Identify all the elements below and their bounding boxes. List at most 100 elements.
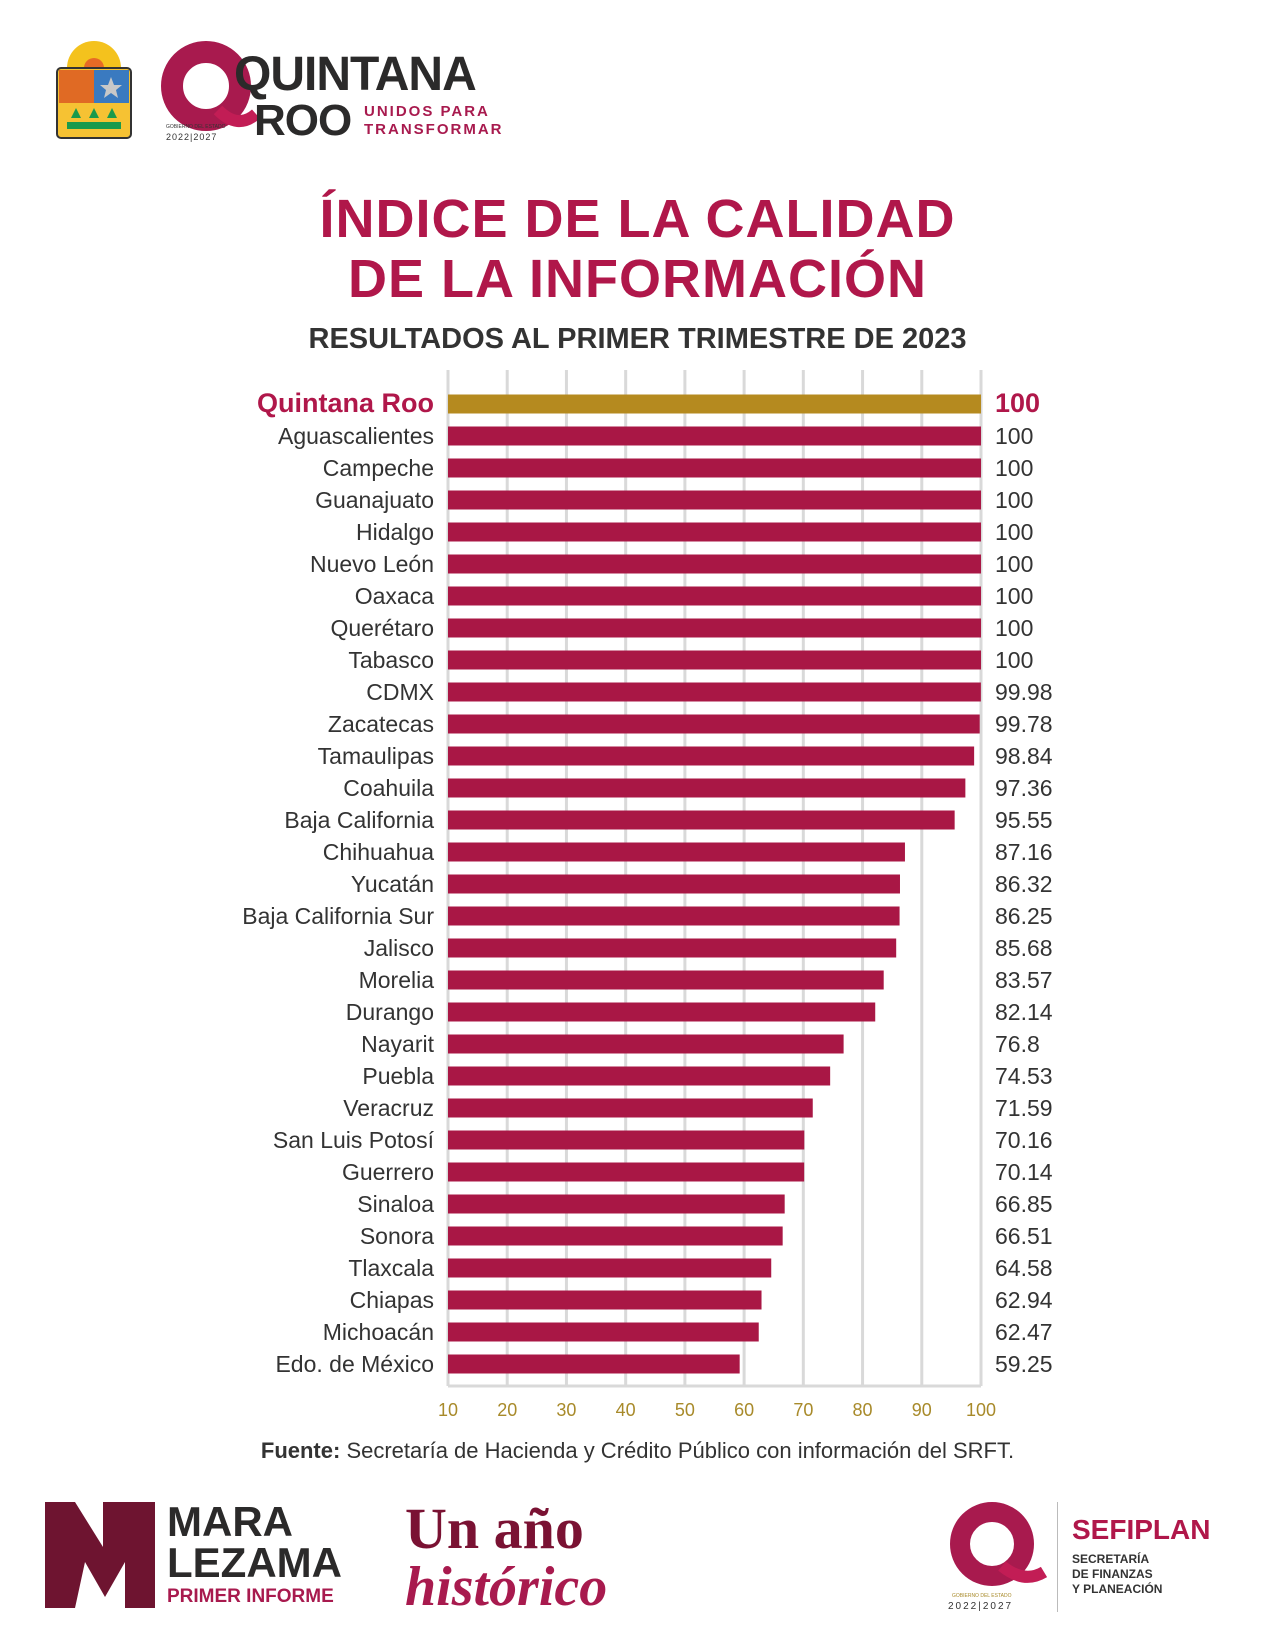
category-label: Guerrero — [342, 1159, 434, 1185]
data-label: 97.36 — [995, 775, 1053, 801]
sefiplan-line2: DE FINANZAS — [1072, 1567, 1153, 1581]
bar — [448, 1098, 813, 1118]
state-crest-logo — [56, 41, 132, 139]
data-label: 62.47 — [995, 1319, 1053, 1345]
category-label: Veracruz — [343, 1095, 434, 1121]
category-label: Sinaloa — [357, 1191, 434, 1217]
data-label: 99.98 — [995, 679, 1053, 705]
category-label: Coahuila — [343, 775, 434, 801]
x-tick-label: 20 — [497, 1400, 517, 1420]
category-label: Tabasco — [348, 647, 434, 673]
bar — [448, 746, 975, 766]
bar — [448, 1034, 844, 1054]
data-label: 100 — [995, 388, 1040, 418]
data-label: 100 — [995, 519, 1033, 545]
x-tick-label: 80 — [853, 1400, 873, 1420]
data-label: 95.55 — [995, 807, 1053, 833]
category-label: Hidalgo — [356, 519, 434, 545]
category-label: Edo. de México — [275, 1351, 434, 1377]
bar — [448, 874, 900, 894]
m1-logo-icon — [45, 1502, 155, 1608]
data-label: 98.84 — [995, 743, 1053, 769]
category-label: Yucatán — [351, 871, 434, 897]
bar — [448, 842, 905, 862]
category-label: Baja California — [284, 807, 434, 833]
bar — [448, 970, 884, 990]
mara-line2: LEZAMA — [167, 1539, 342, 1586]
data-label: 100 — [995, 455, 1033, 481]
bar — [448, 682, 981, 702]
category-label: Michoacán — [323, 1319, 434, 1345]
un-ano-historico-logo: Un año histórico — [405, 1500, 608, 1618]
bar — [448, 1002, 876, 1022]
bar — [448, 1226, 783, 1246]
data-label: 85.68 — [995, 935, 1053, 961]
data-label: 100 — [995, 647, 1033, 673]
bar — [448, 458, 981, 478]
bar — [448, 586, 981, 606]
source-label: Fuente: — [260, 1438, 341, 1463]
data-label: 86.32 — [995, 871, 1053, 897]
data-label: 66.85 — [995, 1191, 1053, 1217]
x-tick-label: 60 — [734, 1400, 754, 1420]
period-label: 2022|2027 — [166, 132, 218, 142]
brand-line1: QUINTANA — [234, 48, 477, 101]
bar — [448, 426, 981, 446]
government-label: GOBIERNO DEL ESTADO — [952, 1593, 1012, 1599]
bar — [448, 1194, 785, 1214]
x-tick-label: 30 — [556, 1400, 576, 1420]
chart-title-line2: DE LA INFORMACIÓN — [348, 249, 927, 309]
sefiplan-line1: SECRETARÍA — [1072, 1552, 1150, 1566]
campaign-line2: histórico — [405, 1556, 608, 1618]
slogan-line1: UNIDOS PARA — [364, 103, 490, 120]
bar — [448, 1066, 831, 1086]
category-label: Durango — [346, 999, 434, 1025]
x-tick-label: 40 — [616, 1400, 636, 1420]
data-label: 74.53 — [995, 1063, 1053, 1089]
category-label: Zacatecas — [328, 711, 434, 737]
sefiplan-line3: Y PLANEACIÓN — [1072, 1582, 1163, 1596]
category-label: Baja California Sur — [242, 903, 434, 929]
data-label: 100 — [995, 583, 1033, 609]
category-label: Tamaulipas — [318, 743, 434, 769]
category-label: Puebla — [362, 1063, 434, 1089]
bar — [448, 1322, 759, 1342]
bar — [448, 1258, 772, 1278]
data-label: 76.8 — [995, 1031, 1040, 1057]
quintana-roo-logo: QUINTANA ROO UNIDOS PARA TRANSFORMAR GOB… — [158, 40, 502, 150]
category-label: Guanajuato — [315, 487, 434, 513]
data-label: 62.94 — [995, 1287, 1053, 1313]
source-note: Fuente: Secretaría de Hacienda y Crédito… — [0, 1438, 1275, 1464]
data-label: 100 — [995, 615, 1033, 641]
bar — [448, 1354, 740, 1374]
mara-line1: MARA — [167, 1498, 293, 1545]
data-label: 100 — [995, 551, 1033, 577]
bar — [448, 1290, 762, 1310]
category-label: Jalisco — [364, 935, 434, 961]
data-label: 70.14 — [995, 1159, 1053, 1185]
bar — [448, 938, 897, 958]
category-label: Oaxaca — [355, 583, 434, 609]
category-label: Nuevo León — [310, 551, 434, 577]
category-label: Campeche — [323, 455, 434, 481]
q-logo-mark-icon — [161, 41, 258, 131]
data-label: 83.57 — [995, 967, 1053, 993]
category-label: San Luis Potosí — [273, 1127, 435, 1153]
category-label: Chihuahua — [323, 839, 434, 865]
data-label: 64.58 — [995, 1255, 1053, 1281]
x-tick-label: 50 — [675, 1400, 695, 1420]
category-label: Nayarit — [361, 1031, 434, 1057]
bar — [448, 554, 981, 574]
mara-line3: PRIMER INFORME — [167, 1586, 334, 1607]
data-label: 71.59 — [995, 1095, 1053, 1121]
chart-subtitle: RESULTADOS AL PRIMER TRIMESTRE DE 2023 — [308, 323, 967, 355]
category-label: Chiapas — [350, 1287, 434, 1313]
data-label: 100 — [995, 423, 1033, 449]
bar-highlight — [448, 394, 981, 414]
bar — [448, 906, 900, 926]
data-label: 100 — [995, 487, 1033, 513]
q-logo-mark-icon — [950, 1502, 1048, 1586]
category-label: Tlaxcala — [348, 1255, 434, 1281]
data-label: 87.16 — [995, 839, 1053, 865]
x-tick-label: 100 — [966, 1400, 996, 1420]
